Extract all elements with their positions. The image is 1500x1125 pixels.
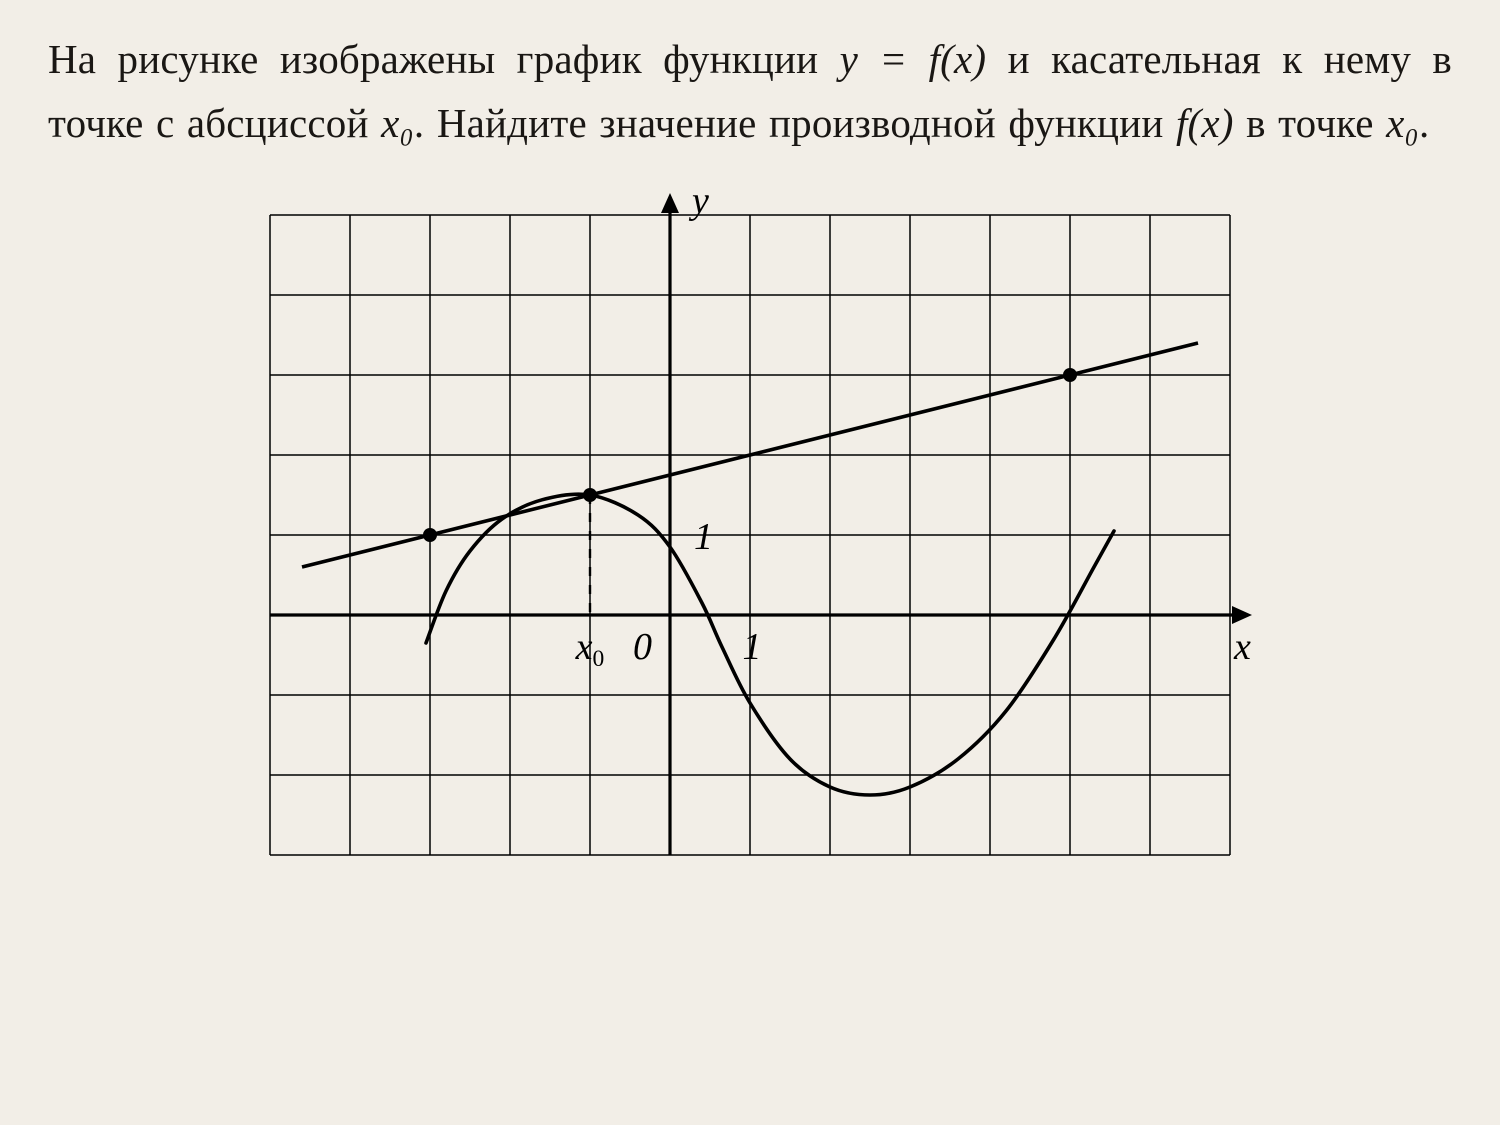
grid [270,215,1230,855]
marked-point [423,528,437,542]
axes [270,193,1252,855]
text-part: . Найдите значение производной функции [414,100,1176,146]
x0-label: x0 [575,626,605,672]
origin-label: 0 [633,626,652,668]
x0-symbol: x₀ [1386,100,1419,146]
x-tick-1: 1 [743,626,762,668]
page: На рисунке изображены график функции y =… [0,0,1500,1125]
problem-text: На рисунке изображены график функции y =… [48,28,1452,155]
text-part: . [1419,100,1429,146]
x-axis-label: x [1233,626,1251,668]
text-part: в точке [1234,100,1386,146]
equation: y = f(x) [840,36,987,82]
function-curve [426,494,1114,795]
x0-symbol: x₀ [381,100,414,146]
fx-symbol: f(x) [1176,100,1234,146]
text-part: На рисунке изображены график функции [48,36,840,82]
marked-point [1063,368,1077,382]
y-tick-1: 1 [694,516,713,558]
function-graph: y x 1 1 0 x0 [242,187,1258,883]
y-axis-label: y [688,187,709,222]
chart-container: y x 1 1 0 x0 [48,187,1452,883]
